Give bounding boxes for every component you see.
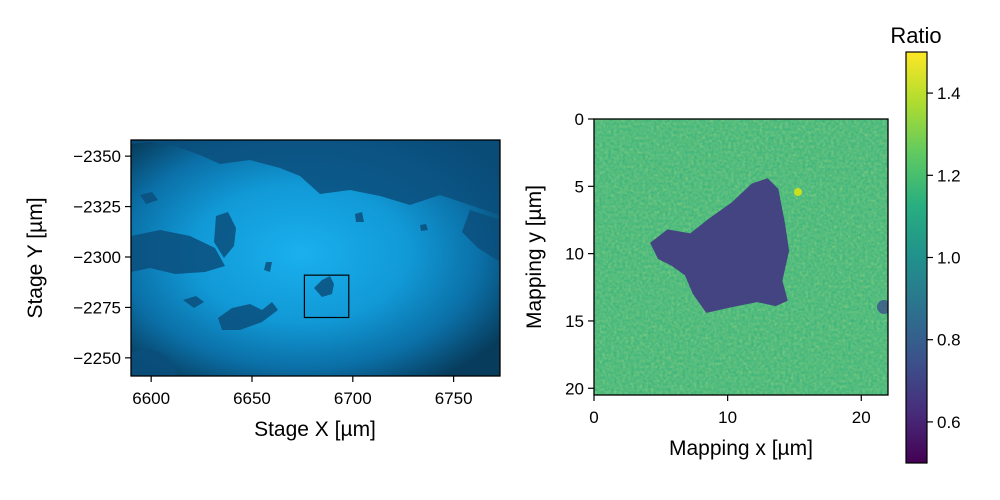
y-tick-label: −2350 — [73, 147, 121, 166]
colorbar-tick-label: 1.2 — [937, 166, 961, 185]
x-tick-label: 10 — [718, 408, 737, 427]
heatmap-x-ticks: 0 10 20 — [589, 395, 871, 427]
heatmap-y-axis-label: Mapping y [µm] — [523, 185, 546, 329]
x-tick-label: 6650 — [233, 389, 271, 408]
optical-x-ticks: 6600 6650 6700 6750 — [132, 376, 473, 408]
x-tick-label: 6700 — [334, 389, 372, 408]
ratio-map-panel: 0 10 20 0 5 10 15 20 Mapping x [µm] Mapping y … — [523, 110, 889, 460]
colorbar-title: Ratio — [890, 23, 941, 48]
flake-region — [650, 178, 790, 313]
colorbar-gradient — [905, 51, 928, 464]
colorbar-tick-label: 0.8 — [937, 331, 961, 350]
optical-axes-frame — [130, 139, 501, 377]
optical-flakes — [131, 140, 500, 376]
optical-y-axis-label: Stage Y [µm] — [24, 197, 47, 318]
optical-x-axis-label: Stage X [µm] — [254, 418, 376, 441]
colorbar-ticks: 0.6 0.8 1.0 1.2 1.4 — [927, 84, 961, 432]
x-tick-label: 20 — [852, 408, 871, 427]
y-tick-label: 10 — [565, 245, 584, 264]
colorbar: 0.6 0.8 1.0 1.2 1.4 Ratio — [890, 23, 961, 464]
x-tick-label: 6750 — [435, 389, 473, 408]
y-tick-label: −2275 — [73, 298, 121, 317]
bright-spot — [794, 188, 802, 196]
edge-spot — [877, 300, 888, 314]
y-tick-label: 20 — [565, 379, 584, 398]
colorbar-tick-label: 0.6 — [937, 413, 961, 432]
y-tick-label: −2250 — [73, 349, 121, 368]
heatmap-x-axis-label: Mapping x [µm] — [669, 437, 813, 460]
region-of-interest-box — [303, 274, 350, 319]
colorbar-tick-label: 1.0 — [937, 249, 961, 268]
x-tick-label: 0 — [589, 408, 598, 427]
y-tick-label: 0 — [575, 110, 584, 129]
colorbar-tick-label: 1.4 — [937, 84, 961, 103]
x-tick-label: 6600 — [132, 389, 170, 408]
heatmap-axes-frame — [593, 118, 889, 396]
y-tick-label: 5 — [575, 177, 584, 196]
optical-y-ticks: −2350 −2325 −2300 −2275 −2250 — [73, 147, 131, 368]
y-tick-label: −2325 — [73, 198, 121, 217]
heatmap-y-ticks: 0 5 10 15 20 — [565, 110, 594, 398]
y-tick-label: 15 — [565, 312, 584, 331]
y-tick-label: −2300 — [73, 248, 121, 267]
optical-panel: 6600 6650 6700 6750 −2350 −2325 −2300 −2275 −22… — [24, 139, 501, 441]
